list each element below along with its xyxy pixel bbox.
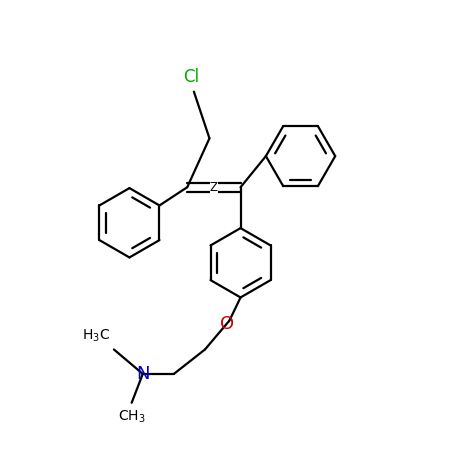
Text: N: N: [136, 365, 149, 383]
Text: Cl: Cl: [184, 68, 200, 86]
Text: CH$_3$: CH$_3$: [118, 408, 145, 424]
Text: Z: Z: [210, 181, 218, 194]
Text: H$_3$C: H$_3$C: [82, 328, 110, 344]
Text: O: O: [220, 315, 234, 333]
